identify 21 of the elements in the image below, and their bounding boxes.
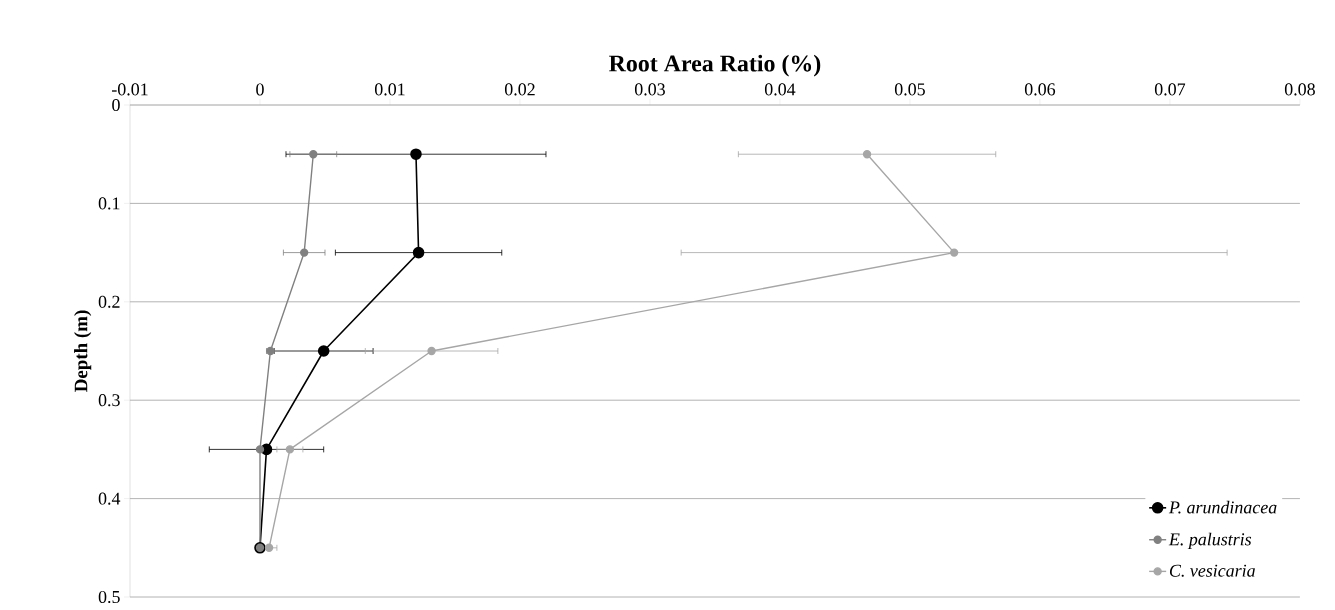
y-tick-label: 0.5 <box>98 590 120 604</box>
x-axis-title: Root Area Ratio (%) <box>609 54 821 77</box>
legend-label: C. vesicaria <box>1169 564 1255 577</box>
y-tick-label: 0.1 <box>98 197 120 210</box>
x-tick-label: 0 <box>256 83 264 96</box>
x-tick-label: 0.05 <box>894 83 925 96</box>
y-axis-title: Depth (m) <box>74 310 92 392</box>
x-tick-label: 0.04 <box>764 83 796 96</box>
y-tick-label: 0.4 <box>98 492 121 505</box>
x-tick-label: 0.07 <box>1154 83 1186 96</box>
x-tick-label: 0.08 <box>1284 83 1315 96</box>
legend-label: E. palustris <box>1168 532 1252 550</box>
x-tick-label: 0.02 <box>504 83 535 96</box>
x-tick-label: -0.01 <box>111 83 148 96</box>
x-tick-label: 0.06 <box>1024 83 1056 96</box>
y-tick-label: 0.2 <box>98 295 120 308</box>
legend-label: P. arundinacea <box>1168 500 1277 514</box>
y-tick-label: 0 <box>112 98 120 112</box>
x-tick-label: 0.01 <box>374 83 405 96</box>
x-tick-label: 0.03 <box>634 83 665 96</box>
y-tick-label: 0.3 <box>98 394 120 407</box>
